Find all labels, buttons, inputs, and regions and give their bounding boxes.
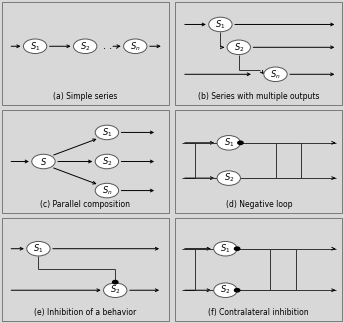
Text: . . .: . . . — [103, 41, 118, 51]
Text: (c) Parallel composition: (c) Parallel composition — [40, 200, 130, 209]
Circle shape — [235, 288, 240, 292]
Text: $S_1$: $S_1$ — [33, 243, 44, 255]
Text: (f) Contralateral inhibition: (f) Contralateral inhibition — [208, 308, 309, 317]
Text: $S_2$: $S_2$ — [80, 40, 90, 53]
Text: (a) Simple series: (a) Simple series — [53, 92, 117, 101]
Text: $S_1$: $S_1$ — [215, 18, 226, 31]
Circle shape — [95, 154, 119, 169]
Text: $S_2$: $S_2$ — [220, 284, 231, 297]
Text: $S_1$: $S_1$ — [224, 137, 234, 149]
Circle shape — [123, 39, 147, 54]
Circle shape — [23, 39, 47, 54]
Text: $S_1$: $S_1$ — [220, 243, 230, 255]
Circle shape — [217, 136, 240, 150]
Text: $S_n$: $S_n$ — [270, 68, 281, 80]
Circle shape — [238, 141, 243, 144]
Text: $S_2$: $S_2$ — [110, 284, 120, 297]
Circle shape — [209, 17, 232, 32]
Circle shape — [112, 280, 118, 284]
Text: $S_1$: $S_1$ — [102, 126, 112, 139]
Circle shape — [74, 39, 97, 54]
Circle shape — [104, 283, 127, 297]
Circle shape — [227, 40, 250, 55]
Text: (e) Inhibition of a behavior: (e) Inhibition of a behavior — [34, 308, 136, 317]
Text: $S_2$: $S_2$ — [102, 155, 112, 168]
Circle shape — [32, 154, 55, 169]
Circle shape — [217, 171, 240, 185]
Text: $S_1$: $S_1$ — [30, 40, 40, 53]
Text: $S$: $S$ — [40, 156, 47, 167]
Text: $S_2$: $S_2$ — [224, 172, 234, 184]
Circle shape — [214, 283, 237, 297]
Circle shape — [27, 242, 50, 256]
Text: $S_n$: $S_n$ — [101, 184, 112, 197]
Text: (d) Negative loop: (d) Negative loop — [226, 200, 292, 209]
Text: $S_2$: $S_2$ — [234, 41, 244, 54]
Circle shape — [95, 183, 119, 198]
Text: $S_n$: $S_n$ — [130, 40, 141, 53]
Text: (b) Series with multiple outputs: (b) Series with multiple outputs — [198, 92, 320, 101]
Circle shape — [264, 67, 287, 81]
Circle shape — [235, 247, 240, 250]
Circle shape — [95, 125, 119, 140]
Circle shape — [214, 242, 237, 256]
